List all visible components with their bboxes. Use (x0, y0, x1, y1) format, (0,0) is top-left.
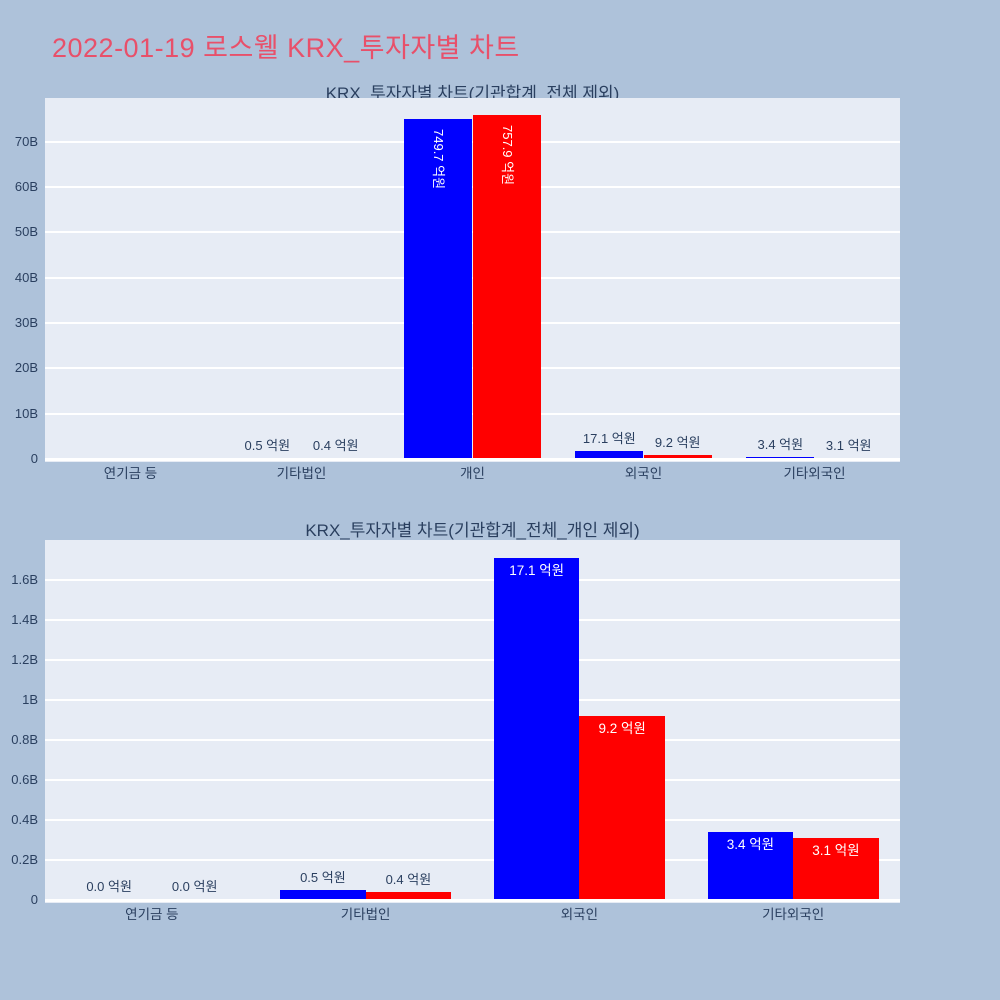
bar-value-label: 757.9 억원 (499, 125, 515, 186)
y-tick-label: 0.2B (11, 852, 38, 867)
y-tick-label: 0.6B (11, 772, 38, 787)
bar-value-label: 3.4 억원 (757, 437, 804, 453)
x-category-label: 기타외국인 (762, 907, 825, 922)
y-tick-label: 1.6B (11, 572, 38, 587)
bar-value-label: 0.4 억원 (312, 438, 359, 453)
x-category-label: 외국인 (560, 907, 599, 922)
y-grid-line (45, 659, 900, 661)
y-tick-label: 1.2B (11, 652, 38, 667)
bar-value-label: 0.5 억원 (244, 438, 291, 453)
y-tick-label: 50B (14, 224, 38, 240)
y-grid-line (45, 579, 900, 581)
x-category-label: 기타외국인 (783, 466, 846, 481)
y-tick-label: 30B (14, 314, 38, 330)
bar-value-label: 9.2 억원 (598, 721, 646, 736)
bar-value-label: 17.1 억원 (509, 563, 565, 578)
bar-value-label: 749.7 억원 (431, 128, 447, 190)
y-tick-label: 20B (14, 360, 38, 376)
chart1-plot-area (45, 98, 900, 462)
chart2-plot-area (45, 540, 900, 903)
y-grid-line (45, 779, 900, 781)
bar-value-label: 3.1 억원 (825, 437, 872, 453)
x-category-label: 개인 (460, 466, 485, 481)
red-bar (579, 716, 665, 900)
blue-bar (404, 118, 473, 459)
x-axis-line (45, 899, 900, 902)
x-category-label: 기타법인 (276, 466, 327, 481)
red-bar (793, 838, 879, 900)
x-category-label: 연기금 등 (125, 907, 179, 922)
y-tick-label: 0.8B (11, 732, 38, 747)
x-category-label: 외국인 (624, 466, 663, 481)
red-bar (472, 115, 541, 459)
bar-value-label: 17.1 억원 (582, 431, 636, 447)
y-tick-label: 60B (14, 178, 38, 194)
y-tick-label: 0 (30, 892, 38, 907)
bar-value-label: 3.4 억원 (726, 837, 775, 852)
x-axis-line (45, 458, 900, 461)
bar-value-label: 9.2 억원 (654, 434, 701, 450)
x-category-label: 연기금 등 (103, 466, 158, 481)
y-tick-label: 10B (14, 405, 38, 421)
chart2-title: KRX_투자자별 차트(기관합계_전체_개인 제외) (305, 521, 640, 540)
y-tick-label: 1B (22, 692, 38, 707)
y-grid-line (45, 619, 900, 621)
y-tick-label: 40B (14, 269, 38, 285)
bar-value-label: 0.4 억원 (385, 872, 432, 887)
y-grid-line (45, 819, 900, 821)
red-bar (643, 454, 712, 459)
y-tick-label: 0.4B (11, 812, 38, 827)
bar-value-label: 0.0 억원 (86, 879, 132, 894)
bar-value-label: 0.0 억원 (171, 879, 218, 894)
y-tick-label: 1.4B (11, 612, 38, 627)
y-grid-line (45, 739, 900, 741)
blue-bar (707, 832, 794, 900)
bar-value-label: 0.5 억원 (300, 870, 346, 885)
y-tick-label: 0 (30, 451, 38, 466)
blue-bar (493, 558, 580, 900)
y-grid-line (45, 859, 900, 861)
red-bar (365, 892, 452, 900)
bar-value-label: 3.1 억원 (812, 843, 860, 858)
x-category-label: 기타법인 (340, 907, 391, 922)
page-title: 2022-01-19 로스웰 KRX_투자자별 차트 (52, 33, 520, 63)
y-grid-line (45, 699, 900, 701)
y-tick-label: 70B (14, 133, 38, 149)
blue-bar (575, 451, 644, 459)
blue-bar (280, 890, 366, 900)
